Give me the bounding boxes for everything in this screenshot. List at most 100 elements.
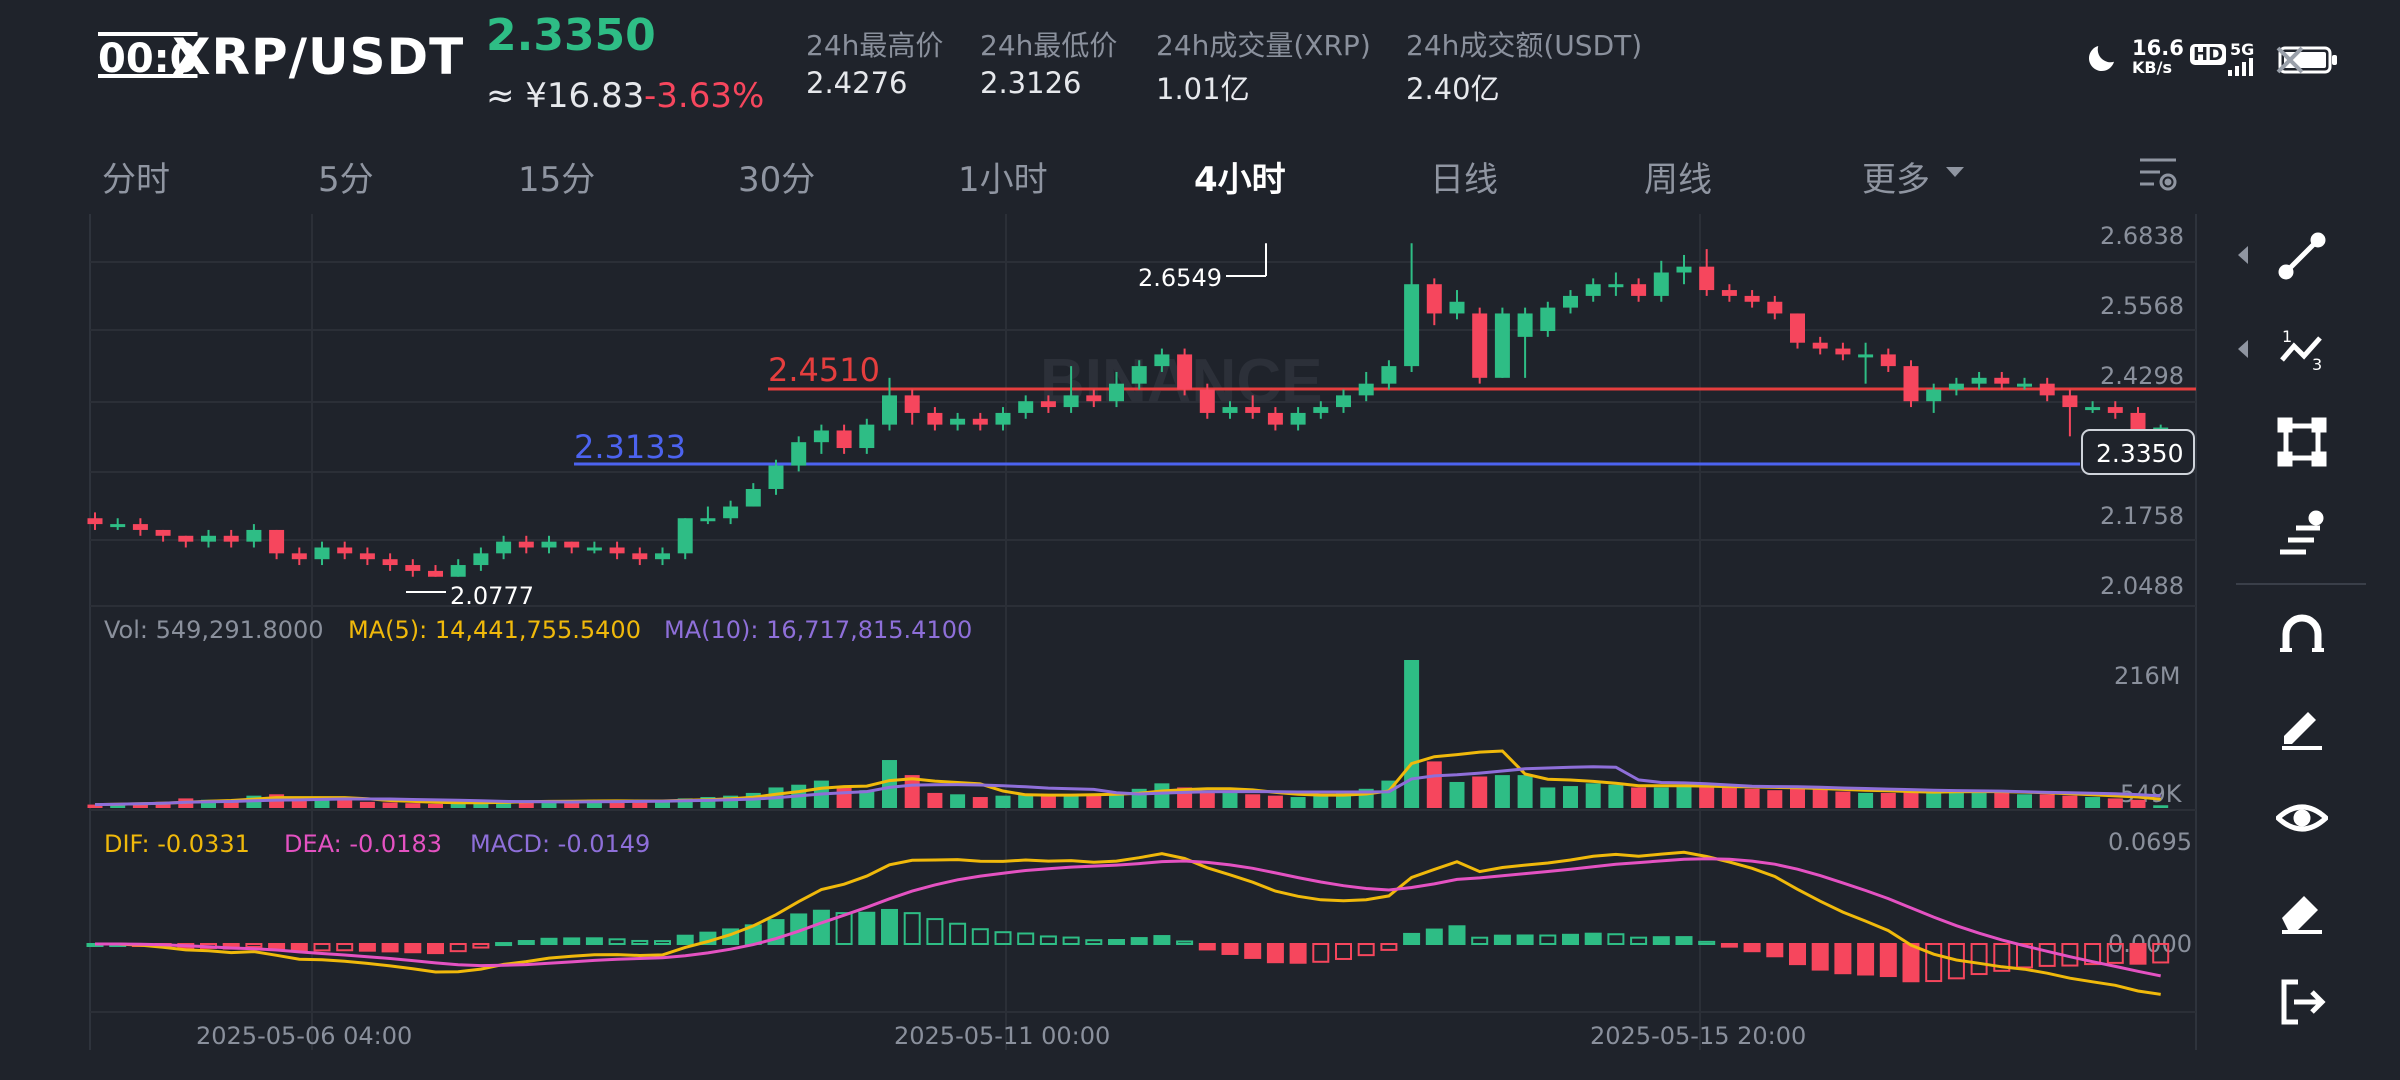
- vol-ma10-label: MA(10): 16,717,815.4100: [664, 616, 972, 644]
- volume-bar: [291, 798, 307, 808]
- svg-text:1: 1: [2282, 327, 2292, 346]
- macd-bar: [971, 928, 989, 945]
- candle-body: [1971, 377, 1987, 384]
- candle-body: [1880, 354, 1896, 367]
- tab-timeline[interactable]: 分时: [102, 160, 170, 200]
- y-tick-label: 2.1758: [2100, 502, 2184, 530]
- candle-body: [1540, 307, 1556, 332]
- candle-body: [2130, 412, 2146, 431]
- tab-4h[interactable]: 4小时: [1194, 160, 1286, 200]
- trend-line-icon[interactable]: [2272, 226, 2332, 286]
- volume-bar: [1926, 791, 1942, 808]
- volume-bar: [836, 787, 852, 808]
- volume-bar: [1199, 791, 1215, 808]
- dea-line: [95, 857, 2161, 978]
- candle-body: [972, 418, 988, 425]
- stat-vol-label: 24h成交量(XRP): [1156, 29, 1371, 62]
- macd-bar: [1902, 943, 1920, 983]
- candle-body: [1812, 342, 1828, 349]
- max-price-label: 2.6549: [1138, 264, 1222, 292]
- tab-more[interactable]: 更多: [1862, 152, 1930, 201]
- pair-symbol[interactable]: XRP/USDT: [172, 28, 465, 86]
- magnet-icon[interactable]: [2272, 604, 2332, 664]
- macd-bar: [1176, 940, 1194, 945]
- macd-bar: [1425, 928, 1443, 946]
- macd-label: MACD: -0.0149: [470, 830, 650, 858]
- candle-body: [1018, 401, 1034, 413]
- volume-bar: [1109, 792, 1124, 808]
- tab-30m[interactable]: 30分: [738, 160, 816, 200]
- candle-body: [496, 541, 512, 554]
- macd-bar: [1108, 939, 1125, 946]
- macd-bar: [812, 909, 830, 945]
- volume-bar: [110, 803, 126, 808]
- parallel-lines-icon[interactable]: [2272, 504, 2332, 564]
- volume-bar: [337, 799, 353, 808]
- volume-bar: [2107, 798, 2123, 808]
- candle-body: [1903, 366, 1919, 402]
- candle-body: [1131, 366, 1147, 384]
- macd-bar: [1698, 940, 1716, 945]
- candle-body: [1290, 412, 1306, 425]
- macd-bar: [1925, 943, 1943, 983]
- volume-bar: [586, 799, 602, 808]
- candle-body: [359, 553, 375, 560]
- volume-bar: [1948, 790, 1964, 808]
- last-price: 2.3350: [486, 10, 656, 61]
- volume-bar: [1336, 792, 1351, 808]
- volume-bar: [314, 799, 330, 808]
- cny-price: ≈ ¥16.83: [486, 76, 645, 116]
- volume-bar: [1767, 790, 1783, 808]
- tab-15m[interactable]: 15分: [518, 160, 596, 200]
- pencil-icon[interactable]: [2272, 696, 2332, 756]
- tab-5m[interactable]: 5分: [318, 160, 374, 200]
- macd-bar: [2129, 943, 2147, 965]
- macd-bar: [1244, 943, 1262, 959]
- rectangle-icon[interactable]: [2272, 412, 2332, 472]
- macd-bar: [1652, 936, 1670, 945]
- volume-bar: [1063, 794, 1079, 808]
- macd-bar: [563, 937, 581, 946]
- macd-bar: [1811, 943, 1829, 971]
- candle-body: [1585, 284, 1601, 296]
- macd-bar: [676, 934, 694, 945]
- network-type: 5G: [2230, 40, 2255, 59]
- eraser-icon[interactable]: [2272, 880, 2332, 940]
- macd-bar: [1130, 937, 1148, 946]
- macd-bar: [1789, 943, 1806, 966]
- macd-bar: [994, 931, 1012, 945]
- candle-body: [1404, 284, 1420, 367]
- candle-body: [927, 412, 943, 425]
- candle-body: [813, 430, 829, 443]
- chart-settings-icon[interactable]: [2136, 152, 2180, 200]
- eye-icon[interactable]: [2272, 788, 2332, 848]
- macd-bar: [2084, 943, 2102, 966]
- candle-body: [904, 395, 920, 413]
- x-tick-label: 2025-05-11 00:00: [894, 1022, 1110, 1050]
- volume-bar: [1040, 794, 1056, 808]
- volume-bar: [1812, 788, 1828, 808]
- candle-body: [632, 553, 648, 560]
- exit-icon[interactable]: [2272, 972, 2332, 1032]
- volume-bar: [87, 804, 103, 808]
- tab-1d[interactable]: 日线: [1430, 160, 1498, 200]
- macd-bar: [2106, 943, 2124, 964]
- volume-bar: [1653, 787, 1669, 808]
- tab-1w[interactable]: 周线: [1644, 160, 1712, 200]
- hd-badge: HD: [2190, 44, 2227, 65]
- candle-body: [2085, 407, 2101, 411]
- tab-more-label: 更多: [1862, 160, 1930, 200]
- volume-bar: [655, 801, 670, 808]
- candle-body: [1199, 389, 1215, 413]
- macd-bar: [949, 922, 967, 945]
- volume-bar: [1086, 795, 1102, 808]
- candle-body: [745, 488, 761, 507]
- stat-vol-value: 1.01亿: [1156, 72, 1250, 106]
- tab-1h[interactable]: 1小时: [958, 160, 1048, 200]
- kline-chart[interactable]: BINANCE2.68382.55682.42982.17582.04882.4…: [0, 0, 2200, 1080]
- macd-bar: [1834, 943, 1852, 975]
- x-tick-label: 2025-05-06 04:00: [196, 1022, 412, 1050]
- candle-body: [1563, 295, 1578, 308]
- candle-body: [405, 565, 421, 571]
